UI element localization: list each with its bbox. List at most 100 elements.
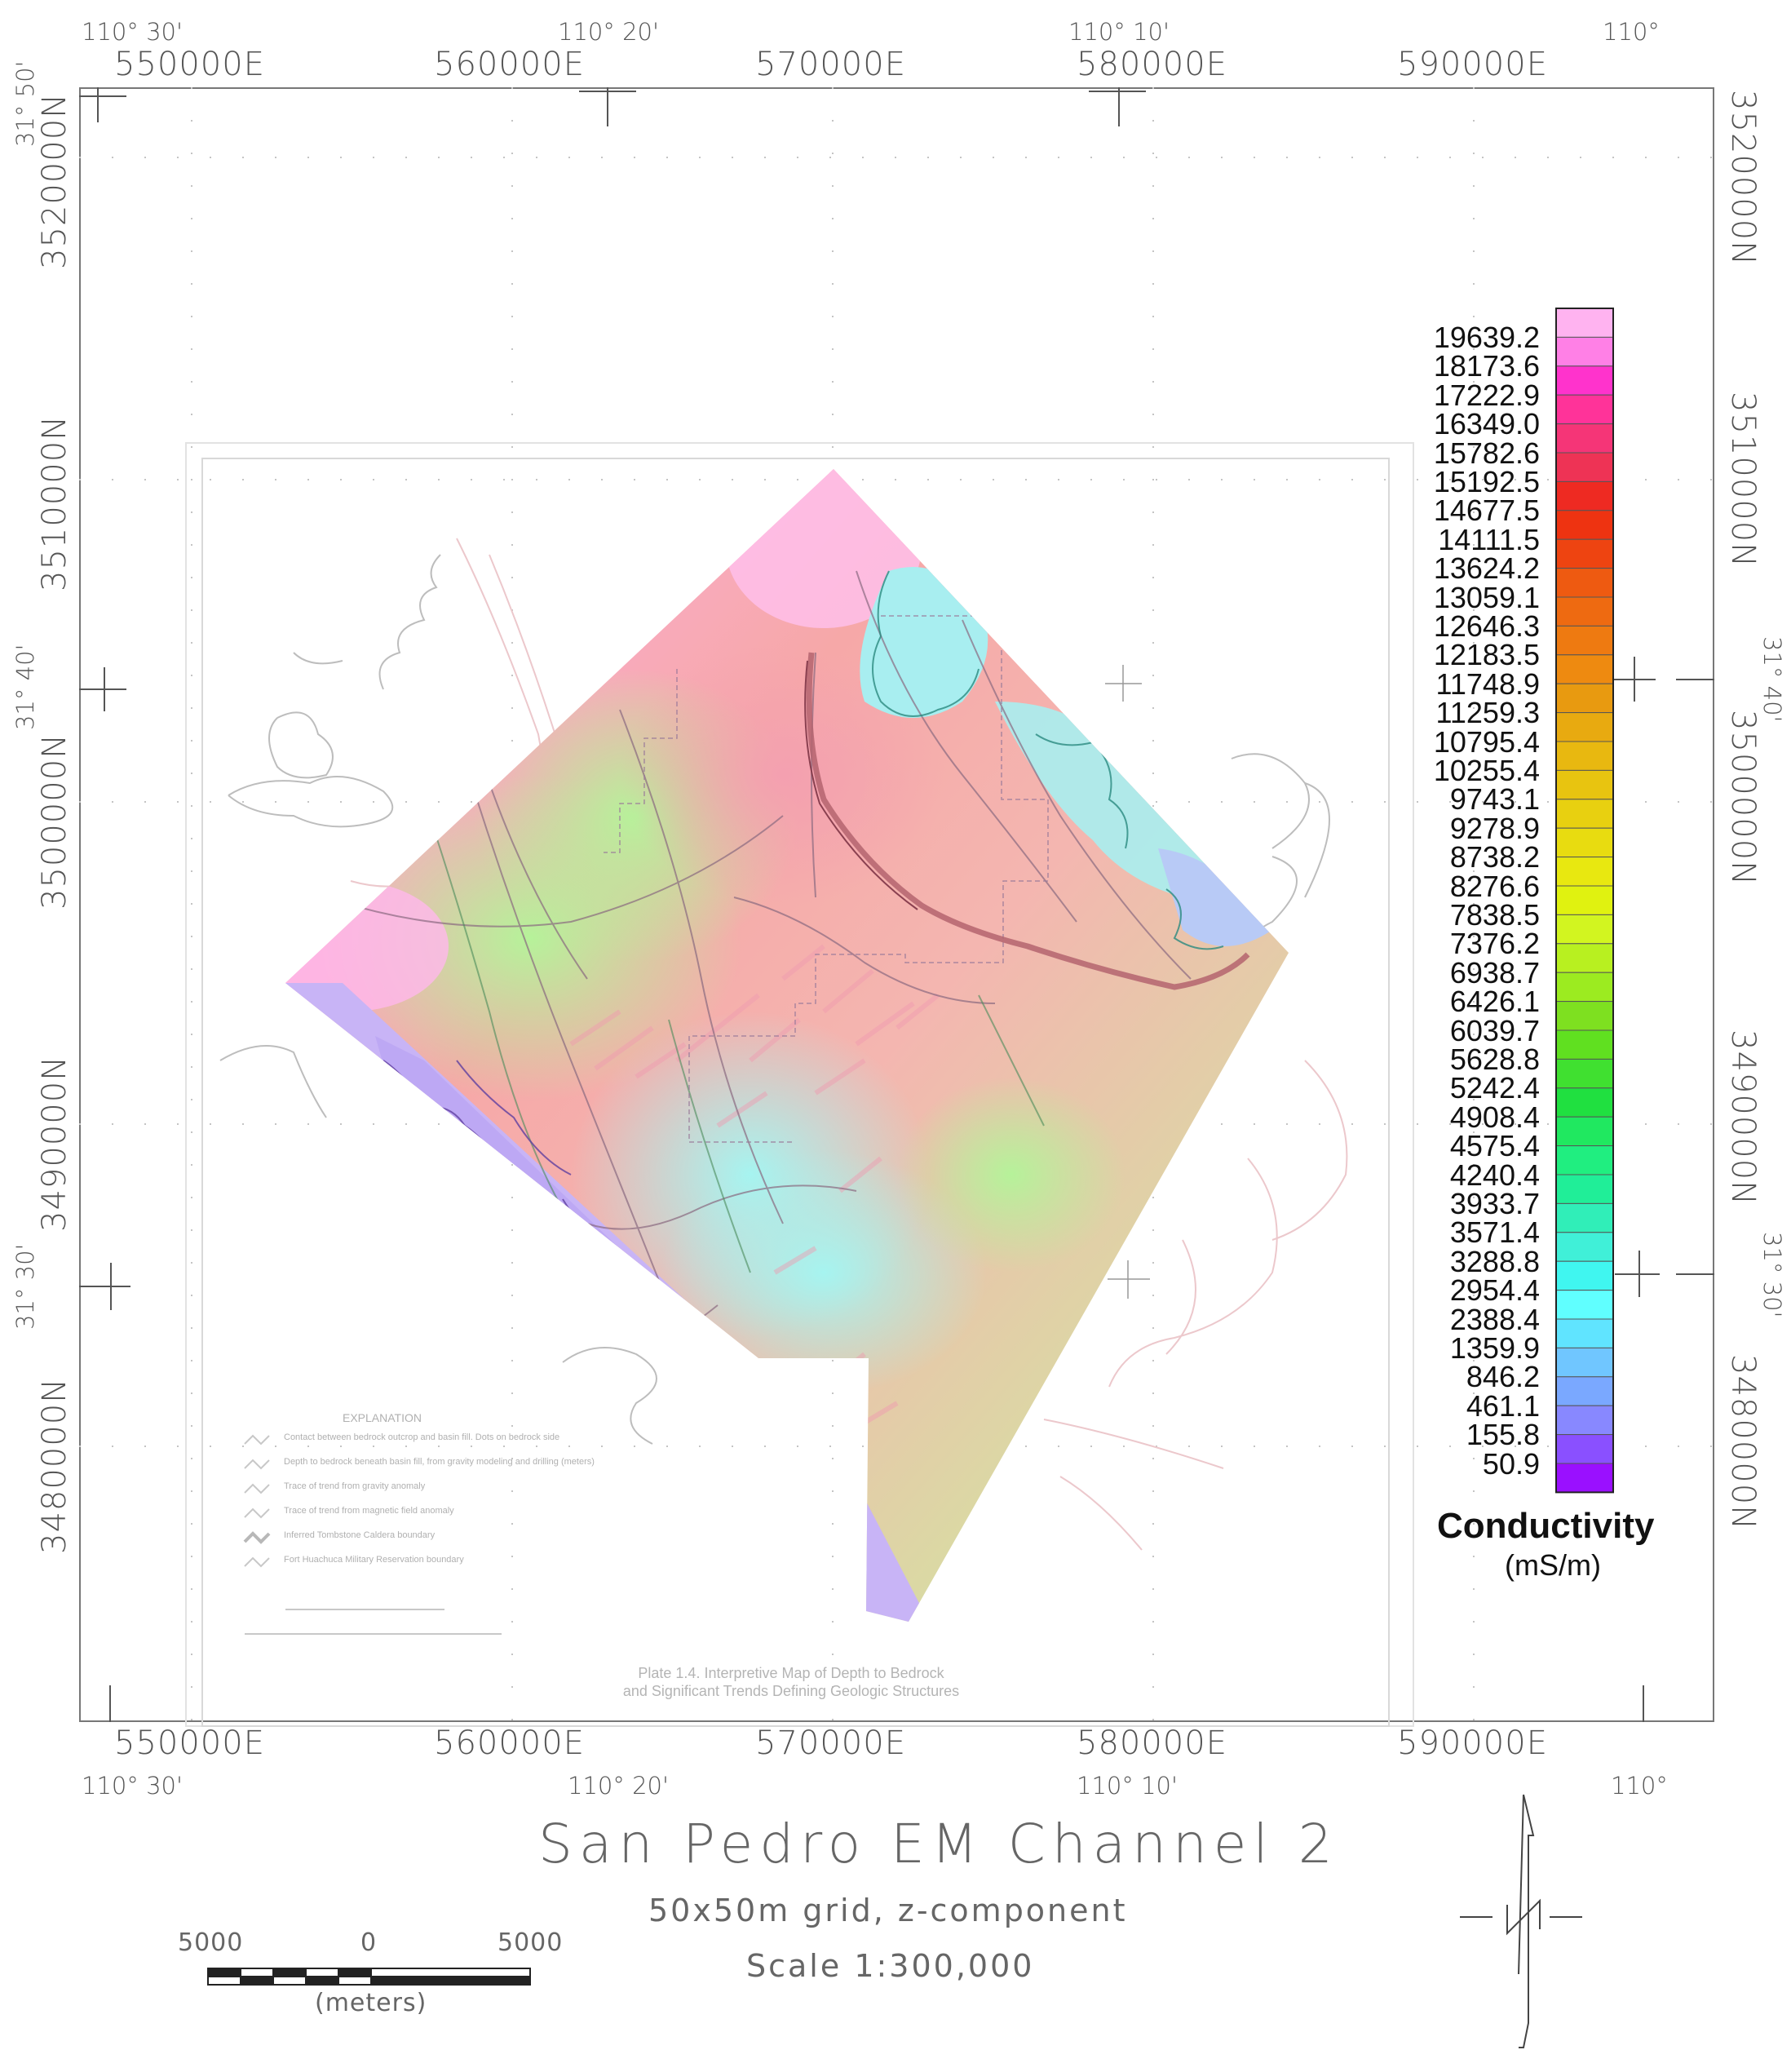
legend-value-label: 1359.9 [1449, 1331, 1540, 1365]
legend-value-label: 155.8 [1466, 1418, 1540, 1452]
legend-value-label: 3288.8 [1449, 1244, 1540, 1278]
scalebar-unit-label: (meters) [315, 1989, 427, 2017]
legend-swatch [1555, 452, 1614, 482]
legend-value-label: 3571.4 [1449, 1215, 1540, 1250]
top-easting-label: 560000E [434, 46, 585, 83]
plate-caption: Plate 1.4. Interpretive Map of Depth to … [622, 1665, 960, 1699]
bottom-easting-label: 580000E [1077, 1724, 1227, 1762]
legend-value-label: 6039.7 [1449, 1013, 1540, 1047]
legend-value-label: 461.1 [1466, 1388, 1540, 1423]
legend-value-label: 50.9 [1482, 1446, 1540, 1481]
legend-swatch [1555, 423, 1614, 454]
map-subtitle: 50x50m grid, z-component [648, 1893, 1128, 1928]
legend-value-label: 4575.4 [1449, 1129, 1540, 1163]
top-lon-label: 110° [1603, 18, 1660, 46]
legend-swatch [1555, 1202, 1614, 1233]
legend-swatch [1555, 365, 1614, 396]
legend-swatch [1555, 1001, 1614, 1031]
bottom-lon-label: 110° [1611, 1772, 1668, 1800]
legend-swatch [1555, 683, 1614, 714]
legend-swatch [1555, 1116, 1614, 1147]
legend-swatch [1555, 1434, 1614, 1464]
bottom-easting-label: 570000E [755, 1724, 906, 1762]
legend-swatch [1555, 308, 1614, 338]
legend-swatch [1555, 510, 1614, 540]
explanation-item: Depth to bedrock beneath basin fill, fro… [284, 1457, 595, 1467]
legend-value-label: 7838.5 [1449, 898, 1540, 932]
explanation-item: Fort Huachuca Military Reservation bound… [284, 1555, 464, 1565]
legend-swatch [1555, 480, 1614, 511]
legend-swatch [1555, 538, 1614, 569]
explanation-scalebars [245, 1609, 502, 1635]
plate-inner-frame [201, 458, 1390, 1727]
legend-value-label: 15192.5 [1433, 465, 1540, 498]
legend-value-label: 3933.7 [1449, 1187, 1540, 1220]
legend-value-label: 4908.4 [1449, 1100, 1540, 1134]
north-arrow-icon [1460, 1794, 1582, 2048]
legend-swatch [1555, 1058, 1614, 1089]
bottom-lon-label: 110° 20' [568, 1772, 669, 1800]
top-lon-label: 110° 10' [1068, 18, 1170, 46]
legend-value-label: 17222.9 [1433, 378, 1540, 412]
legend-value-label: 5628.8 [1449, 1043, 1540, 1076]
legend-swatch [1555, 654, 1614, 684]
legend-value-label: 9278.9 [1449, 811, 1540, 845]
legend-swatch [1555, 827, 1614, 858]
legend-swatch [1555, 1260, 1614, 1291]
legend-swatch [1555, 857, 1614, 887]
explanation-item: Inferred Tombstone Caldera boundary [284, 1530, 436, 1540]
legend-bar-border [1555, 308, 1614, 1494]
legend-value-label: 14677.5 [1433, 494, 1540, 528]
top-easting-label: 550000E [114, 46, 265, 83]
legend-swatch [1555, 1174, 1614, 1204]
legend-value-label: 846.2 [1466, 1360, 1540, 1394]
legend-color-bar [1555, 308, 1614, 1494]
legend-swatch [1555, 1405, 1614, 1436]
legend-value-label: 18173.6 [1433, 349, 1540, 383]
legend-swatch [1555, 769, 1614, 800]
scalebar-center-label: 0 [360, 1928, 378, 1957]
legend-swatch [1555, 1145, 1614, 1175]
legend-value-label: 13624.2 [1433, 551, 1540, 586]
legend-swatch [1555, 568, 1614, 598]
legend-value-label: 6426.1 [1449, 985, 1540, 1019]
top-easting-label: 580000E [1077, 46, 1227, 83]
legend-labels: 19639.2 18173.6 17222.9 16349.0 15782.6 15192… [1386, 323, 1540, 1498]
legend-swatch [1555, 1318, 1614, 1348]
legend-swatch [1555, 1290, 1614, 1320]
legend-value-label: 8738.2 [1449, 840, 1540, 874]
inner-crosshairs [1105, 665, 1150, 1299]
legend-value-label: 12183.5 [1433, 638, 1540, 672]
legend-swatch [1555, 336, 1614, 367]
bottom-easting-label: 550000E [114, 1724, 265, 1762]
map-title: San Pedro EM Channel 2 [538, 1813, 1339, 1875]
legend-swatch [1555, 394, 1614, 425]
top-lon-label: 110° 20' [558, 18, 659, 46]
legend-swatch [1555, 1376, 1614, 1406]
legend-value-label: 12646.3 [1433, 609, 1540, 643]
bottom-lon-label: 110° 10' [1077, 1772, 1178, 1800]
legend-swatch [1555, 914, 1614, 945]
bottom-easting-label: 560000E [434, 1724, 585, 1762]
legend-value-label: 4240.4 [1449, 1158, 1540, 1192]
legend-swatch [1555, 1029, 1614, 1060]
scalebar-left-label: 5000 [178, 1928, 244, 1957]
explanation-item: Contact between bedrock outcrop and basi… [284, 1432, 560, 1442]
explanation-item: Trace of trend from magnetic field anoma… [284, 1506, 454, 1516]
legend-value-label: 7376.2 [1449, 927, 1540, 961]
legend-swatch [1555, 625, 1614, 656]
explanation-item: Trace of trend from gravity anomaly [284, 1481, 426, 1491]
legend-value-label: 2954.4 [1449, 1273, 1540, 1308]
legend-swatch [1555, 1087, 1614, 1118]
legend-value-label: 16349.0 [1433, 407, 1540, 441]
bottom-easting-label: 590000E [1397, 1724, 1548, 1762]
legend-value-label: 14111.5 [1438, 522, 1540, 556]
map-frame [79, 87, 1714, 1722]
legend-swatch [1555, 741, 1614, 771]
legend-unit: (mS/m) [1505, 1548, 1601, 1582]
legend-swatch [1555, 972, 1614, 1003]
legend-swatch [1555, 596, 1614, 626]
bottom-lon-label: 110° 30' [82, 1772, 183, 1800]
scale-bar [207, 1968, 531, 1986]
